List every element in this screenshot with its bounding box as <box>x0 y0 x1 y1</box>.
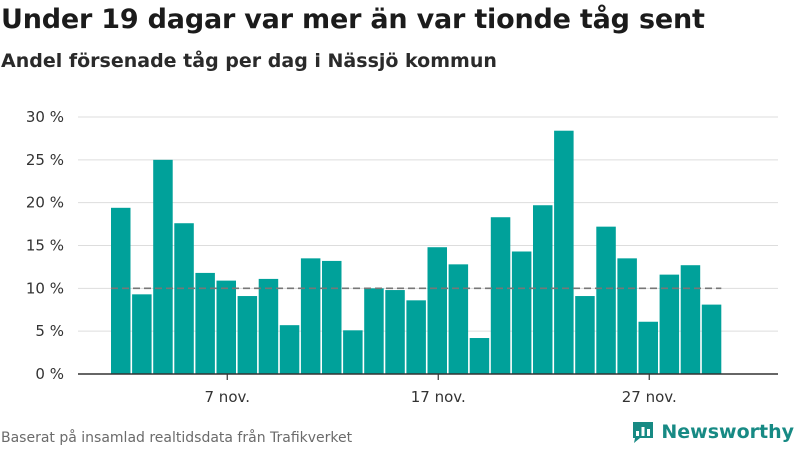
bar <box>385 290 405 374</box>
y-tick-label: 20 % <box>26 194 64 212</box>
bar <box>322 260 342 374</box>
bar <box>343 330 363 374</box>
brand-logo: Newsworthy <box>631 420 794 444</box>
x-tick-label: 7 nov. <box>205 388 250 406</box>
x-tick-label: 17 nov. <box>411 388 466 406</box>
bar <box>596 226 616 374</box>
bar <box>132 294 152 374</box>
bar <box>216 280 236 374</box>
bar <box>258 278 279 374</box>
bar <box>237 296 258 374</box>
bar <box>680 265 701 374</box>
y-tick-label: 0 % <box>35 365 64 383</box>
chart-subtitle: Andel försenade tåg per dag i Nässjö kom… <box>1 50 497 72</box>
bar <box>701 304 722 374</box>
bar <box>406 300 426 374</box>
y-tick-label: 5 % <box>35 322 64 340</box>
bar <box>111 207 131 374</box>
source-note: Baserat på insamlad realtidsdata från Tr… <box>1 430 353 446</box>
y-tick-label: 30 % <box>26 108 64 126</box>
bar <box>469 338 490 374</box>
y-tick-label: 10 % <box>26 279 64 297</box>
bar <box>174 223 194 374</box>
bar <box>659 274 680 374</box>
brand-name: Newsworthy <box>661 421 794 443</box>
bars <box>111 130 722 374</box>
bar <box>195 272 215 374</box>
bar <box>617 258 637 374</box>
y-tick-label: 25 % <box>26 151 64 169</box>
bar <box>533 205 553 374</box>
bar <box>279 325 300 374</box>
chart-title: Under 19 dagar var mer än var tionde tåg… <box>1 4 705 35</box>
y-axis-ticks: 0 % 5 % 10 % 15 % 20 % 25 % 30 % <box>26 108 64 383</box>
newsworthy-logo-icon <box>633 422 654 443</box>
bar <box>511 251 532 374</box>
x-axis-ticks: 7 nov. 17 nov. 27 nov. <box>205 374 677 406</box>
bar <box>554 130 574 374</box>
bar <box>300 258 321 374</box>
y-tick-label: 15 % <box>26 237 64 255</box>
bar <box>575 296 595 374</box>
bar <box>427 247 447 374</box>
bar <box>153 159 173 374</box>
bar <box>448 264 469 374</box>
bar <box>638 321 658 374</box>
bar <box>490 217 511 374</box>
bar <box>364 288 384 374</box>
x-tick-label: 27 nov. <box>622 388 677 406</box>
